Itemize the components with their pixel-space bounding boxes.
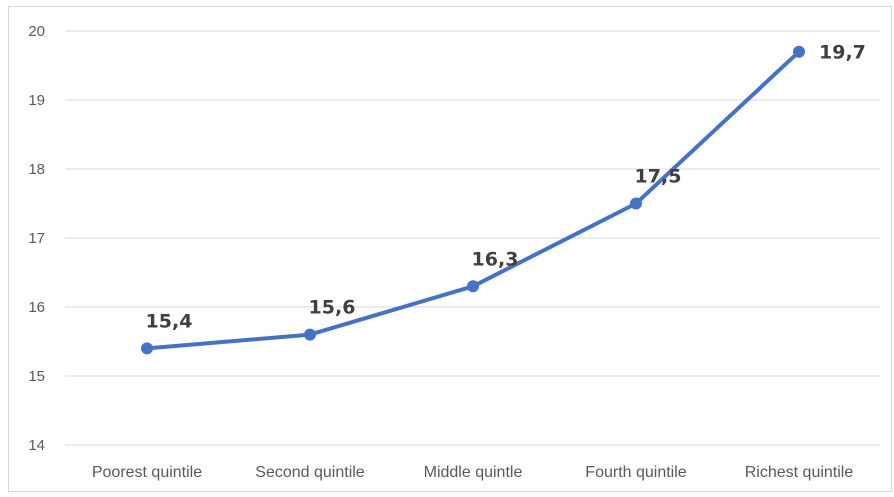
data-point (304, 328, 316, 341)
x-tick-label: Second quintile (255, 464, 365, 481)
data-label: 19,7 (819, 42, 866, 64)
x-axis-ticks: Poorest quintile Second quintile Middle qu… (92, 464, 854, 481)
data-point (793, 45, 805, 58)
data-labels: 15,4 15,6 16,3 17,5 19,7 (146, 42, 866, 333)
x-tick-label: Poorest quintile (92, 464, 202, 481)
y-axis-ticks: 14 15 16 17 18 19 20 (28, 23, 45, 454)
series-line (145, 49, 801, 351)
data-label: 17,5 (635, 166, 682, 188)
x-tick-label: Richest quintile (745, 464, 854, 481)
y-tick-label: 15 (28, 368, 45, 385)
data-label: 16,3 (472, 248, 519, 270)
gridlines (65, 30, 880, 446)
data-point (467, 280, 479, 293)
chart-frame (8, 6, 892, 492)
data-point (630, 197, 642, 210)
x-tick-label: Fourth quintile (585, 464, 686, 481)
y-tick-label: 20 (28, 23, 45, 40)
data-point (141, 342, 153, 355)
data-label: 15,6 (309, 297, 356, 319)
data-points (141, 45, 805, 355)
y-tick-label: 14 (28, 437, 45, 454)
y-tick-label: 18 (28, 161, 45, 178)
x-tick-label: Middle quintle (424, 464, 523, 481)
series-line-path (145, 49, 801, 351)
data-label: 15,4 (146, 310, 193, 332)
y-tick-label: 16 (28, 299, 45, 316)
y-tick-label: 19 (28, 92, 45, 109)
y-tick-label: 17 (28, 230, 45, 247)
